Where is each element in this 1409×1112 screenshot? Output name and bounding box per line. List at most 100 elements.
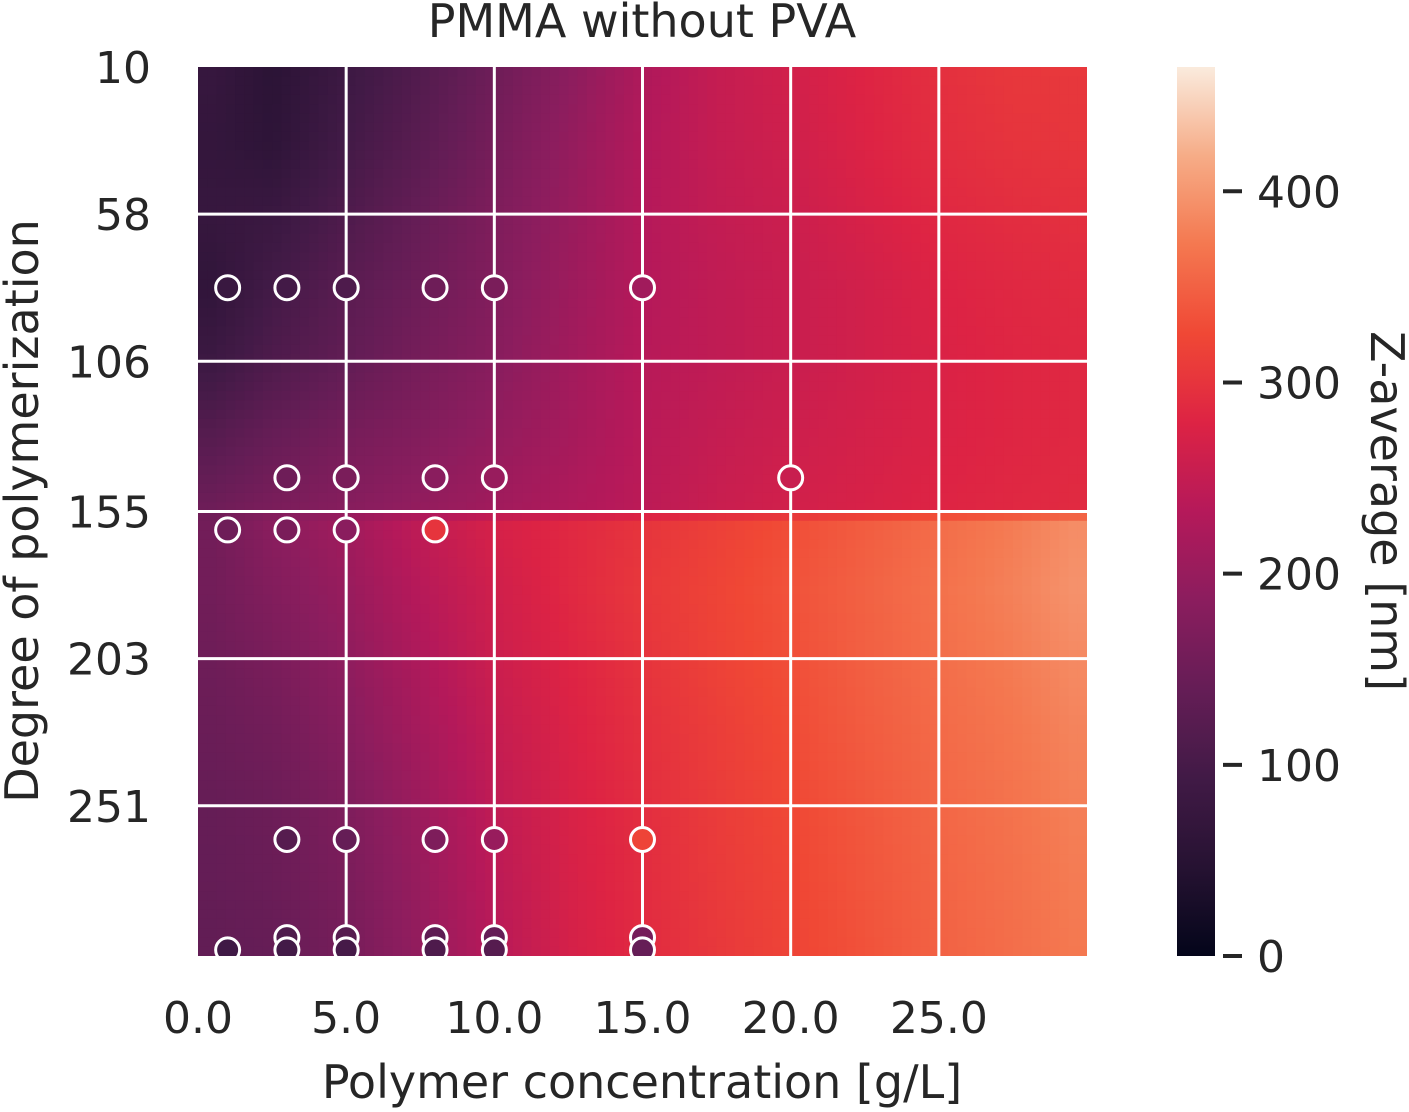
heatmap-cell xyxy=(753,446,764,457)
heatmap-cell xyxy=(605,326,616,337)
heatmap-cell xyxy=(512,511,523,522)
heatmap-cell xyxy=(466,196,477,207)
heatmap-cell xyxy=(373,400,384,411)
heatmap-cell xyxy=(735,344,745,355)
heatmap-cell xyxy=(401,150,412,161)
heatmap-cell xyxy=(577,85,588,96)
heatmap-cell xyxy=(698,344,708,355)
heatmap-cell xyxy=(512,492,523,503)
heatmap-cell xyxy=(698,335,708,346)
heatmap-cell xyxy=(383,520,394,531)
heatmap-cell xyxy=(651,409,662,420)
heatmap-cell xyxy=(716,233,727,244)
heatmap-cell xyxy=(892,205,903,216)
heatmap-cell xyxy=(725,252,736,263)
heatmap-cell xyxy=(818,363,829,374)
heatmap-cell xyxy=(290,131,301,142)
heatmap-cell xyxy=(790,205,801,216)
heatmap-cell xyxy=(781,289,792,300)
heatmap-cell xyxy=(1012,474,1023,485)
heatmap-cell xyxy=(874,224,884,235)
heatmap-cell xyxy=(364,67,375,77)
heatmap-cell xyxy=(457,400,468,411)
heatmap-cell xyxy=(744,511,755,522)
heatmap-cell xyxy=(429,539,440,550)
heatmap-cell xyxy=(420,187,431,198)
heatmap-cell xyxy=(448,400,458,411)
heatmap-cell xyxy=(596,437,607,448)
heatmap-cell xyxy=(577,187,588,198)
heatmap-cell xyxy=(1077,381,1087,392)
heatmap-cell xyxy=(1022,141,1033,151)
heatmap-cell xyxy=(466,372,477,383)
heatmap-cell xyxy=(614,159,625,170)
heatmap-cell xyxy=(809,122,820,133)
heatmap-cell xyxy=(623,141,634,151)
heatmap-cell xyxy=(1040,131,1051,142)
heatmap-cell xyxy=(225,242,236,253)
heatmap-cell xyxy=(642,381,653,392)
heatmap-cell xyxy=(799,409,810,420)
heatmap-cell xyxy=(725,224,736,235)
heatmap-cell xyxy=(373,298,384,309)
heatmap-cell xyxy=(753,335,764,346)
heatmap-cell xyxy=(948,76,958,87)
heatmap-cell xyxy=(735,465,745,476)
heatmap-cell xyxy=(1031,474,1042,485)
heatmap-cell xyxy=(512,187,523,198)
heatmap-cell xyxy=(1022,511,1033,522)
heatmap-cell xyxy=(448,317,458,327)
heatmap-cell xyxy=(540,224,551,235)
heatmap-cell xyxy=(410,279,421,290)
heatmap-cell xyxy=(1059,520,1070,531)
heatmap-cell xyxy=(549,492,560,503)
heatmap-cell xyxy=(1049,520,1060,531)
heatmap-cell xyxy=(651,242,662,253)
heatmap-cell xyxy=(568,530,579,540)
heatmap-cell xyxy=(1031,428,1042,439)
heatmap-cell xyxy=(651,326,662,337)
heatmap-cell xyxy=(633,530,644,540)
heatmap-cell xyxy=(920,131,931,142)
heatmap-cell xyxy=(892,492,903,503)
heatmap-cell xyxy=(661,307,671,318)
heatmap-cell xyxy=(864,363,875,374)
heatmap-cell xyxy=(457,428,468,439)
heatmap-cell xyxy=(994,455,1005,466)
heatmap-cell xyxy=(355,104,366,114)
heatmap-cell xyxy=(605,205,616,216)
heatmap-cell xyxy=(670,326,681,337)
heatmap-cell xyxy=(392,242,403,253)
heatmap-cell xyxy=(549,168,560,179)
heatmap-cell xyxy=(725,94,736,105)
heatmap-cell xyxy=(410,455,421,466)
heatmap-cell xyxy=(494,492,505,503)
heatmap-cell xyxy=(707,113,718,124)
heatmap-cell xyxy=(420,400,431,411)
heatmap-cell xyxy=(281,502,292,513)
heatmap-cell xyxy=(772,252,783,263)
heatmap-cell xyxy=(531,511,542,522)
heatmap-cell xyxy=(827,242,838,253)
heatmap-cell xyxy=(679,335,690,346)
heatmap-cell xyxy=(651,178,662,188)
heatmap-cell xyxy=(207,150,218,161)
heatmap-cell xyxy=(309,168,319,179)
heatmap-cell xyxy=(985,168,995,179)
heatmap-cell xyxy=(1022,372,1033,383)
heatmap-cell xyxy=(864,270,875,281)
heatmap-cell xyxy=(772,335,783,346)
heatmap-cell xyxy=(299,502,310,513)
heatmap-cell xyxy=(1012,372,1023,383)
heatmap-cell xyxy=(568,539,579,550)
heatmap-cell xyxy=(744,113,755,124)
heatmap-cell xyxy=(253,372,264,383)
heatmap-cell xyxy=(475,418,486,429)
heatmap-cell xyxy=(1022,122,1033,133)
heatmap-cell xyxy=(1012,113,1023,124)
heatmap-cell xyxy=(494,224,505,235)
heatmap-cell xyxy=(494,446,505,457)
heatmap-cell xyxy=(309,502,319,513)
heatmap-cell xyxy=(920,492,931,503)
heatmap-cell xyxy=(1077,344,1087,355)
